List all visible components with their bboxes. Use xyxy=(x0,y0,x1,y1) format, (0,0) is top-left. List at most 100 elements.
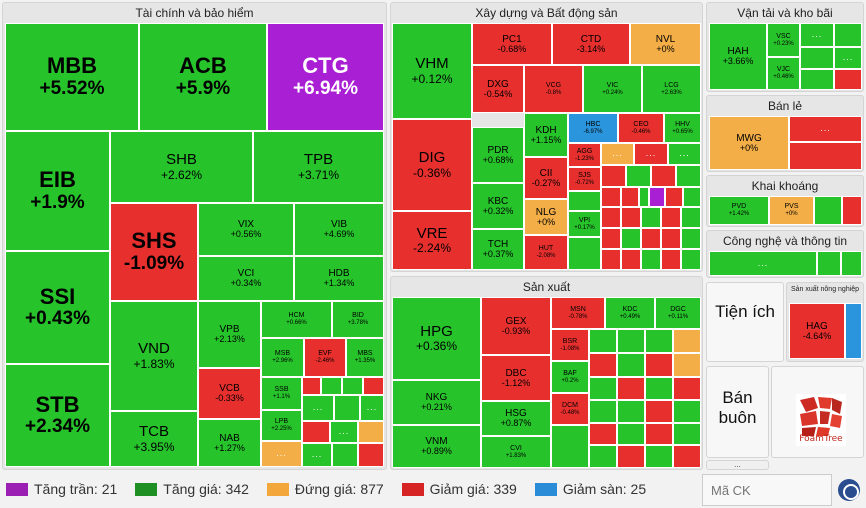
tile-small[interactable] xyxy=(302,421,330,443)
tile-ctg[interactable]: CTG +6.94% xyxy=(267,23,384,131)
tile-ctd[interactable]: CTD -3.14% xyxy=(552,23,630,65)
tile-vjc[interactable]: VJC +0.46% xyxy=(767,57,800,90)
tile-small[interactable] xyxy=(342,377,363,395)
tile-small[interactable] xyxy=(673,353,701,377)
tile-small[interactable] xyxy=(817,251,841,276)
tile-small[interactable] xyxy=(641,249,661,270)
tile-small[interactable] xyxy=(601,249,621,270)
tile-group[interactable]: ... xyxy=(330,421,358,443)
tile-pvd[interactable]: PVD +1.42% xyxy=(709,196,769,225)
tile-small[interactable] xyxy=(665,187,683,207)
tile-small[interactable] xyxy=(661,249,681,270)
tile-small[interactable] xyxy=(589,400,617,423)
tile-cii[interactable]: CII -0.27% xyxy=(524,157,568,199)
tile-small[interactable] xyxy=(673,423,701,445)
tile-hpg[interactable]: HPG +0.36% xyxy=(392,297,481,380)
tile-small[interactable] xyxy=(673,400,701,423)
tile-small[interactable] xyxy=(601,207,621,228)
tile-small[interactable] xyxy=(621,249,641,270)
tile-sjs[interactable]: SJS -0.72% xyxy=(568,167,601,191)
tile-shb[interactable]: SHB +2.62% xyxy=(110,131,253,203)
tile-nlg[interactable]: NLG +0% xyxy=(524,199,568,235)
tile-kdh[interactable]: KDH +1.15% xyxy=(524,113,568,157)
tile-agg[interactable]: AGG -1.23% xyxy=(568,143,601,167)
tile-vic[interactable]: VIC +0.24% xyxy=(583,65,642,113)
tile-small[interactable] xyxy=(601,165,626,187)
tile-vnm[interactable]: VNM +0.89% xyxy=(392,425,481,468)
globe-icon[interactable] xyxy=(838,479,860,501)
tile-evf[interactable]: EVF -2.46% xyxy=(304,338,346,377)
tile-small[interactable] xyxy=(645,377,673,400)
tile-vci[interactable]: VCI +0.34% xyxy=(198,256,294,301)
tile-small[interactable] xyxy=(661,228,681,249)
tile-vre[interactable]: VRE -2.24% xyxy=(392,211,472,270)
tile-ceo[interactable]: CEO -0.46% xyxy=(618,113,664,143)
tile-dbc[interactable]: DBC -1.12% xyxy=(481,355,551,401)
tile-cvi[interactable]: CVI +1.83% xyxy=(481,436,551,468)
tile-small[interactable] xyxy=(676,165,701,187)
tile-small[interactable] xyxy=(302,377,321,395)
tile-small[interactable] xyxy=(683,187,701,207)
tile-bid[interactable]: BID +3.78% xyxy=(332,301,384,338)
tile-vhm[interactable]: VHM +0.12% xyxy=(392,23,472,119)
tile-small[interactable] xyxy=(617,423,645,445)
tile-small[interactable] xyxy=(626,165,651,187)
tile-tcb[interactable]: TCB +3.95% xyxy=(110,411,198,467)
tile-small[interactable] xyxy=(645,353,673,377)
tile-small[interactable] xyxy=(673,329,701,353)
tile-small[interactable] xyxy=(321,377,342,395)
tile-small[interactable] xyxy=(639,187,649,207)
stock-search-input[interactable] xyxy=(702,474,832,506)
tile-small[interactable] xyxy=(673,377,701,400)
tile-small[interactable] xyxy=(845,303,862,359)
tile-hdb[interactable]: HDB +1.34% xyxy=(294,256,384,301)
tile-small[interactable] xyxy=(681,249,701,270)
tile-small[interactable] xyxy=(651,165,676,187)
tile-lcg[interactable]: LCG +2.63% xyxy=(642,65,701,113)
tile-small[interactable] xyxy=(681,207,701,228)
tile-group[interactable]: ... xyxy=(601,143,634,165)
tile-small[interactable] xyxy=(589,377,617,400)
tile-group[interactable]: ... xyxy=(834,47,862,69)
tile-group[interactable]: ... xyxy=(789,116,862,142)
tile-small[interactable] xyxy=(800,47,834,69)
tile-small[interactable] xyxy=(641,228,661,249)
tile-baf[interactable]: BAF +0.2% xyxy=(551,361,589,393)
tile-msb[interactable]: MSB +2.96% xyxy=(261,338,304,377)
tile-small[interactable] xyxy=(814,196,842,225)
tile-group[interactable]: ... xyxy=(261,441,302,467)
tile-hut[interactable]: HUT -2.08% xyxy=(524,235,568,270)
tile-vnd[interactable]: VND +1.83% xyxy=(110,301,198,411)
tile-small[interactable] xyxy=(589,329,617,353)
tile-hcm[interactable]: HCM +0.66% xyxy=(261,301,332,338)
tile-small[interactable] xyxy=(358,443,384,467)
tile-small[interactable] xyxy=(621,207,641,228)
tile-small[interactable] xyxy=(841,251,862,276)
tile-small[interactable] xyxy=(617,353,645,377)
tile-pdr[interactable]: PDR +0.68% xyxy=(472,127,524,183)
tile-nkg[interactable]: NKG +0.21% xyxy=(392,380,481,425)
tile-small[interactable] xyxy=(842,196,862,225)
tile-mbs[interactable]: MBS +1.35% xyxy=(346,338,384,377)
tile-small[interactable] xyxy=(673,445,701,468)
tile-vsc[interactable]: VSC +0.23% xyxy=(767,23,800,57)
tile-kbc[interactable]: KBC +0.32% xyxy=(472,183,524,229)
tile-dgc[interactable]: DGC +0.11% xyxy=(655,297,701,329)
tile-msn[interactable]: MSN -0.78% xyxy=(551,297,605,329)
tile-pvs[interactable]: PVS +0% xyxy=(769,196,814,225)
tile-dcm[interactable]: DCM -0.48% xyxy=(551,393,589,425)
tile-small[interactable] xyxy=(834,69,862,90)
tile-small[interactable] xyxy=(363,377,384,395)
tile-group[interactable]: ... xyxy=(360,395,384,421)
tile-hbc[interactable]: HBC -6.97% xyxy=(568,113,618,143)
tile-vib[interactable]: VIB +4.69% xyxy=(294,203,384,256)
tile-small[interactable] xyxy=(661,207,681,228)
tile-group[interactable]: ... xyxy=(709,251,817,276)
tile-mwg[interactable]: MWG +0% xyxy=(709,116,789,170)
tile-hag[interactable]: HAG -4.64% xyxy=(789,303,845,359)
tile-stb[interactable]: STB +2.34% xyxy=(5,364,110,467)
tile-lpb[interactable]: LPB +2.25% xyxy=(261,410,302,441)
tile-vpb[interactable]: VPB +2.13% xyxy=(198,301,261,368)
tile-small[interactable] xyxy=(589,353,617,377)
tile-vcb[interactable]: VCB -0.33% xyxy=(198,368,261,419)
